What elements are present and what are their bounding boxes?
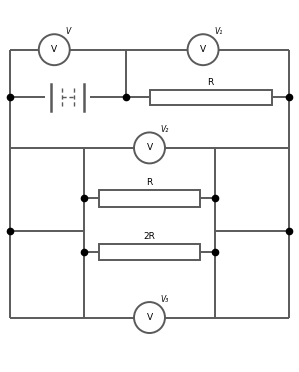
Text: V: V [65, 27, 71, 36]
Text: V₃: V₃ [161, 295, 169, 304]
Text: V₂: V₂ [161, 125, 169, 134]
Bar [99, 190, 200, 207]
Circle shape [187, 34, 219, 65]
Text: V: V [147, 143, 152, 153]
Text: V: V [51, 45, 57, 54]
Text: V: V [147, 313, 152, 322]
Text: R: R [147, 178, 152, 187]
Text: 2R: 2R [144, 232, 155, 241]
Circle shape [39, 34, 70, 65]
Text: V₁: V₁ [214, 27, 223, 36]
Text: V: V [200, 45, 206, 54]
Bar [150, 90, 271, 105]
Circle shape [134, 132, 165, 163]
Text: R: R [208, 78, 213, 87]
Circle shape [134, 302, 165, 333]
Bar [99, 244, 200, 260]
